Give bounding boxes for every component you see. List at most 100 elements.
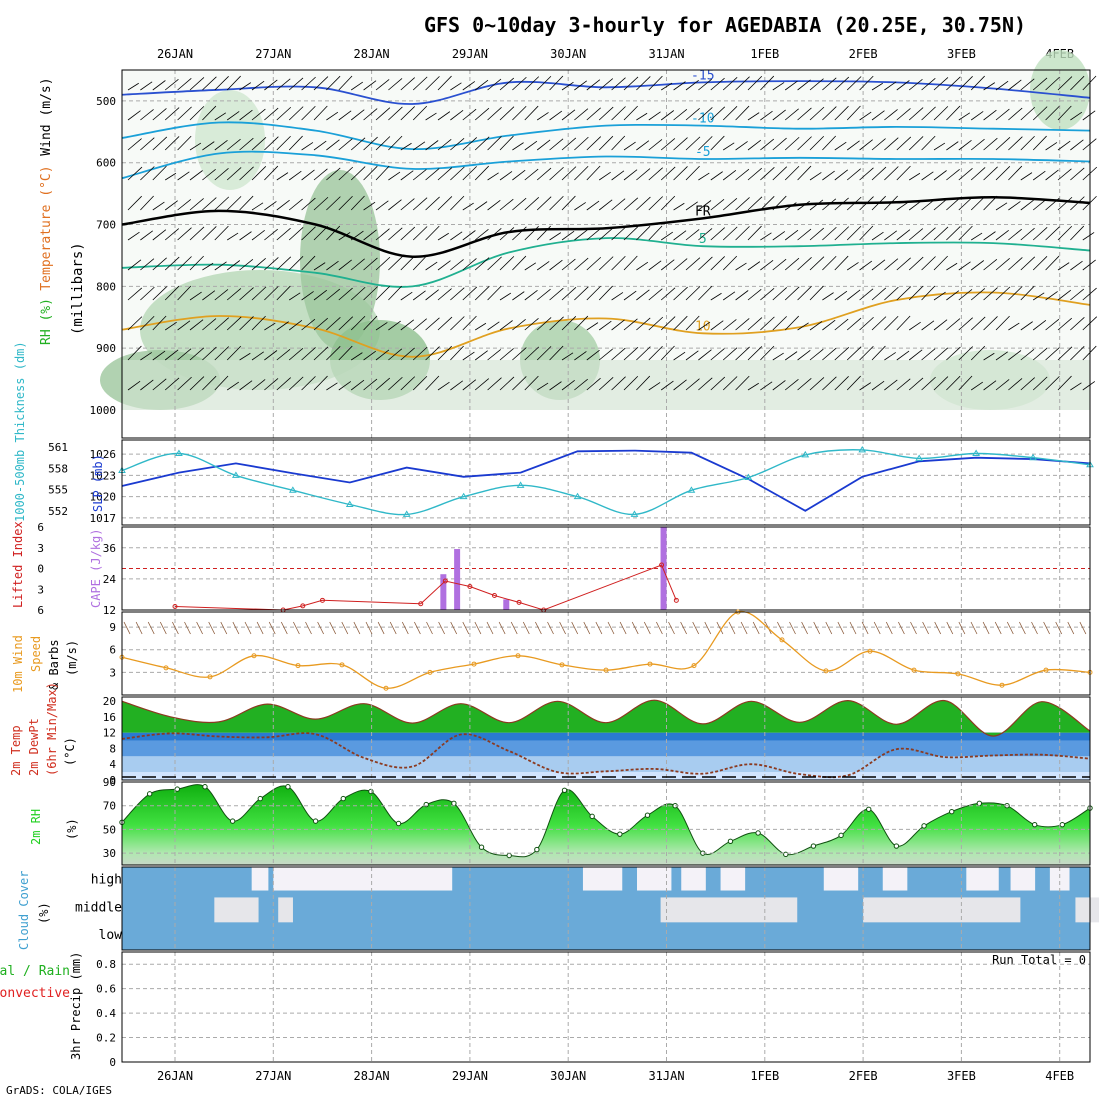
tick-label: 1000	[90, 404, 117, 417]
high-cloud-clear	[882, 867, 908, 891]
rh-marker	[202, 784, 208, 790]
wind-barb	[722, 319, 737, 331]
axis-title-part: CAPE (J/kg)	[89, 529, 103, 608]
wind-barb	[251, 166, 267, 181]
wind-barb	[326, 260, 339, 271]
date-label-bottom: 29JAN	[452, 1069, 488, 1083]
wind-barb	[636, 346, 651, 361]
surface-wind-barb	[123, 621, 131, 635]
thickness-marker	[972, 449, 981, 456]
rh-marker	[921, 823, 927, 829]
wind-barb	[772, 109, 786, 121]
rh-axis-title: 2m RH	[29, 809, 43, 845]
wind-barb	[772, 195, 787, 211]
surface-wind-barb	[716, 621, 724, 635]
wind-barb	[1070, 288, 1085, 301]
wind-barb	[512, 347, 527, 361]
wind-barb	[933, 142, 946, 151]
wind-barb	[958, 375, 973, 391]
wind-barb	[623, 375, 639, 391]
surface-wind-barb	[317, 621, 324, 635]
wind-barb	[722, 197, 738, 211]
wind-barb	[598, 199, 613, 211]
tick-label: 500	[96, 95, 116, 108]
wind-barb	[1020, 227, 1035, 241]
surface-wind-barb	[365, 621, 373, 635]
wind-barb	[884, 109, 898, 121]
middle-cloud-segment	[214, 897, 259, 923]
wind-barb	[1057, 262, 1070, 271]
slp-axis-title: SLP (mb)	[91, 454, 105, 512]
wind-barb	[512, 169, 526, 181]
wind-barb	[908, 321, 921, 331]
wind-barb	[164, 256, 180, 271]
wind-barb	[264, 286, 279, 301]
wind-barb	[462, 230, 476, 241]
surface-wind-barb	[1067, 621, 1075, 635]
wind-barb	[1020, 199, 1034, 211]
wind-barb	[598, 348, 613, 361]
tick-label: 24	[103, 573, 117, 586]
wind-barb	[301, 226, 316, 241]
precip-legend-convective: Convective	[0, 986, 70, 1001]
surface-wind-barb	[256, 621, 264, 635]
wind-barb	[214, 289, 229, 301]
wind-barb	[636, 317, 651, 331]
wind-barb	[338, 259, 352, 271]
wind-barb	[859, 345, 874, 361]
wind-speed-marker	[647, 661, 653, 667]
wind-barb	[636, 140, 650, 151]
wind-barb	[561, 166, 577, 181]
wind-barb	[251, 108, 266, 121]
date-label-bottom: 4FEB	[1045, 1069, 1074, 1083]
wind-barb	[127, 166, 143, 181]
wind-barb	[474, 350, 488, 361]
wind-barb	[1070, 346, 1085, 361]
wind-barb	[164, 349, 179, 361]
wind-barb	[561, 195, 576, 211]
wind-barb	[450, 231, 463, 241]
wind-barb	[288, 106, 304, 121]
wind-barb	[251, 379, 266, 391]
isotherm-line	[121, 150, 1091, 180]
wind-barb	[871, 259, 886, 271]
wind-barb	[462, 286, 478, 301]
wind-barb	[338, 316, 354, 331]
tick-label: 0.2	[96, 1032, 116, 1045]
wind-barb	[350, 315, 366, 331]
rh-marker	[810, 843, 817, 849]
rh-marker	[506, 852, 512, 859]
wind-barb	[140, 379, 154, 391]
wind-barb	[437, 167, 453, 181]
wind-barb	[648, 196, 664, 211]
axis-title-part: RH (%)	[39, 298, 54, 345]
wind-barb	[152, 80, 166, 91]
wind-barb	[313, 262, 326, 271]
wind-barb	[648, 111, 661, 121]
wind-barb	[450, 259, 464, 271]
rh-marker	[838, 832, 844, 839]
wind-barb	[1008, 136, 1023, 151]
wind-barb	[598, 320, 612, 331]
wind-barb	[363, 286, 378, 301]
wind-barb	[747, 139, 762, 151]
wind-barb	[1045, 142, 1058, 151]
wind-barb	[772, 352, 784, 361]
isotherm-label: FR	[695, 204, 711, 219]
wind-barb	[375, 349, 390, 361]
wind-barb	[822, 255, 837, 271]
wind-barb	[350, 195, 365, 211]
wind-barb	[648, 75, 663, 91]
wind-barb	[933, 376, 949, 391]
wind-barb	[127, 82, 139, 91]
rh-marker	[783, 851, 789, 858]
wind-barb	[722, 226, 738, 241]
wind-barb	[611, 135, 626, 151]
wind-barb	[623, 141, 636, 151]
wind-barb	[549, 110, 563, 121]
cloud-row-label: low	[99, 928, 123, 943]
surface-wind-barb	[244, 621, 252, 635]
wind-barb	[648, 260, 662, 271]
wind-barb	[326, 139, 340, 151]
rh-marker	[368, 788, 374, 795]
